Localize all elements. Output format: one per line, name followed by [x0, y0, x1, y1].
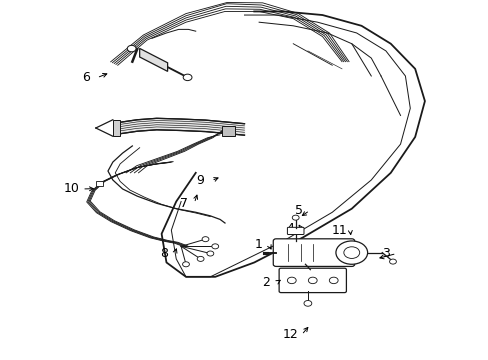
Circle shape [202, 237, 208, 242]
Polygon shape [140, 48, 167, 71]
Text: 7: 7 [179, 197, 187, 210]
Polygon shape [221, 126, 234, 136]
FancyBboxPatch shape [279, 268, 346, 293]
Polygon shape [96, 181, 103, 186]
Circle shape [197, 256, 203, 261]
Circle shape [329, 277, 337, 284]
Text: 9: 9 [196, 174, 204, 187]
Circle shape [182, 262, 189, 267]
Text: 8: 8 [160, 247, 168, 260]
Polygon shape [113, 120, 120, 136]
Text: 2: 2 [262, 276, 270, 289]
Text: 12: 12 [283, 328, 298, 341]
Text: 6: 6 [82, 71, 90, 84]
Circle shape [389, 259, 396, 264]
FancyBboxPatch shape [273, 239, 354, 266]
Circle shape [292, 215, 299, 220]
Text: 3: 3 [381, 247, 389, 260]
Circle shape [308, 277, 317, 284]
Circle shape [211, 244, 218, 249]
Circle shape [127, 45, 136, 52]
Circle shape [183, 74, 192, 81]
Circle shape [206, 251, 213, 256]
Polygon shape [118, 118, 244, 135]
Text: 1: 1 [254, 238, 262, 251]
Circle shape [304, 301, 311, 306]
Circle shape [287, 277, 296, 284]
Text: 10: 10 [63, 183, 79, 195]
Text: 4: 4 [286, 222, 294, 235]
FancyBboxPatch shape [287, 227, 304, 234]
Text: 5: 5 [295, 204, 303, 217]
Circle shape [335, 241, 367, 264]
Text: 11: 11 [331, 224, 347, 237]
Circle shape [343, 247, 359, 258]
